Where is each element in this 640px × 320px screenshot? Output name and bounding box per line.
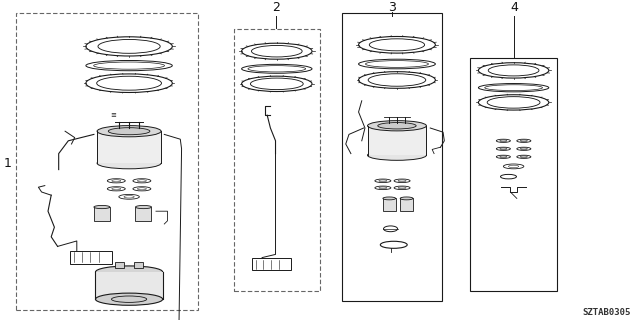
Bar <box>70 251 112 264</box>
Ellipse shape <box>136 205 152 209</box>
Text: ≡: ≡ <box>110 112 116 118</box>
Bar <box>97 131 161 163</box>
Bar <box>136 207 152 221</box>
Bar <box>94 207 110 221</box>
Ellipse shape <box>367 121 426 131</box>
Bar <box>383 198 396 211</box>
Text: 4: 4 <box>510 1 518 14</box>
Ellipse shape <box>378 123 416 129</box>
Ellipse shape <box>400 197 413 200</box>
Bar <box>16 13 198 310</box>
Bar <box>470 58 557 291</box>
Text: 3: 3 <box>388 1 396 14</box>
Text: SZTAB0305: SZTAB0305 <box>582 308 630 317</box>
Ellipse shape <box>383 197 396 200</box>
Ellipse shape <box>94 205 110 209</box>
Ellipse shape <box>367 150 426 160</box>
Bar <box>134 262 143 268</box>
Bar <box>400 198 413 211</box>
Ellipse shape <box>108 128 150 135</box>
Bar <box>95 272 163 299</box>
Bar <box>342 13 442 301</box>
Bar <box>115 262 124 268</box>
Text: 2: 2 <box>273 1 280 14</box>
Ellipse shape <box>97 158 161 169</box>
Ellipse shape <box>95 293 163 305</box>
Text: 1: 1 <box>3 157 11 170</box>
Ellipse shape <box>97 126 161 137</box>
Bar <box>253 258 291 270</box>
Bar <box>367 126 426 155</box>
Ellipse shape <box>95 266 163 278</box>
Bar <box>234 29 320 291</box>
